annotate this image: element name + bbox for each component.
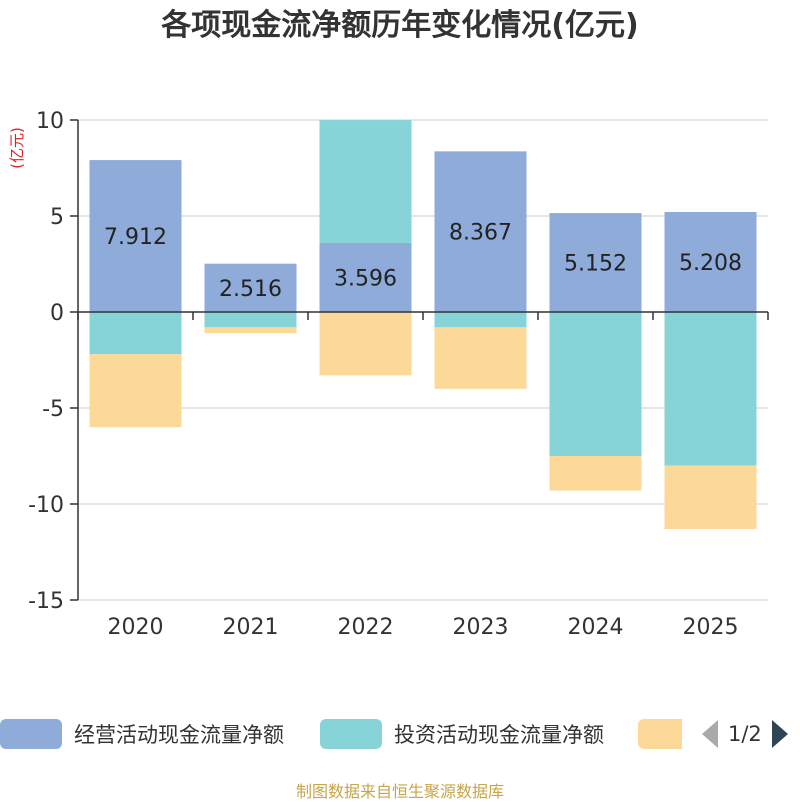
legend-label-operating: 经营活动现金流量净额: [74, 723, 284, 747]
x-tick-label-2022: 2022: [338, 615, 394, 640]
bar-2024-series-2: [549, 456, 642, 491]
bar-2022-series-2: [319, 312, 412, 376]
legend-item-investing[interactable]: 投资活动现金流量净额: [320, 716, 604, 752]
x-tick-label-2023: 2023: [453, 615, 509, 640]
bar-2024-series-0: [549, 213, 642, 312]
y-tick-label: 5: [50, 205, 64, 230]
legend-pager: 1/2: [702, 716, 788, 752]
bar-2021-series-1: [204, 312, 297, 328]
x-tick-label-2024: 2024: [568, 615, 624, 640]
data-label-2023: 8.367: [449, 221, 512, 246]
bar-2023-series-1: [434, 312, 527, 328]
data-label-2025: 5.208: [679, 251, 742, 276]
data-label-2022: 3.596: [334, 266, 397, 291]
legend-page-indicator: 1/2: [728, 722, 762, 746]
data-label-2020: 7.912: [104, 225, 167, 250]
bar-2023-series-0: [434, 151, 527, 312]
bar-2022-series-0: [319, 242, 412, 312]
bar-2020-series-0: [89, 160, 182, 312]
data-label-2024: 5.152: [564, 252, 627, 277]
legend: 经营活动现金流量净额 投资活动现金流量净额 1/2: [0, 716, 800, 752]
y-tick-label: 0: [50, 301, 64, 326]
bar-2024-series-1: [549, 312, 642, 456]
bar-2025-series-0: [664, 212, 757, 312]
bar-2021-series-2: [204, 327, 297, 334]
legend-swatch-financing: [638, 719, 682, 749]
y-tick-label: 10: [36, 109, 64, 134]
x-tick-label-2025: 2025: [683, 615, 739, 640]
legend-label-investing: 投资活动现金流量净额: [394, 723, 604, 747]
x-tick-label-2021: 2021: [223, 615, 279, 640]
bar-2025-series-1: [664, 312, 757, 466]
legend-item-financing[interactable]: [638, 716, 682, 752]
data-label-2021: 2.516: [219, 277, 282, 302]
chart-title: 各项现金流净额历年变化情况(亿元): [161, 8, 639, 43]
bar-2021-series-0: [204, 263, 297, 312]
legend-swatch-investing: [320, 719, 382, 749]
bar-2025-series-2: [664, 465, 757, 529]
bar-2020-series-1: [89, 312, 182, 355]
bar-2020-series-2: [89, 354, 182, 428]
y-tick-label: -15: [28, 589, 64, 614]
x-tick-label-2020: 2020: [108, 615, 164, 640]
source-note: 制图数据来自恒生聚源数据库: [295, 782, 504, 801]
bar-2022-series-1: [319, 120, 412, 243]
legend-item-operating[interactable]: 经营活动现金流量净额: [0, 716, 284, 752]
y-tick-label: -10: [28, 493, 64, 518]
y-axis-label: (亿元): [8, 127, 26, 169]
legend-swatch-operating: [0, 719, 62, 749]
y-tick-label: -5: [42, 397, 64, 422]
legend-next-page-icon[interactable]: [771, 720, 788, 748]
bar-2023-series-2: [434, 327, 527, 389]
legend-prev-page-icon[interactable]: [702, 720, 718, 748]
